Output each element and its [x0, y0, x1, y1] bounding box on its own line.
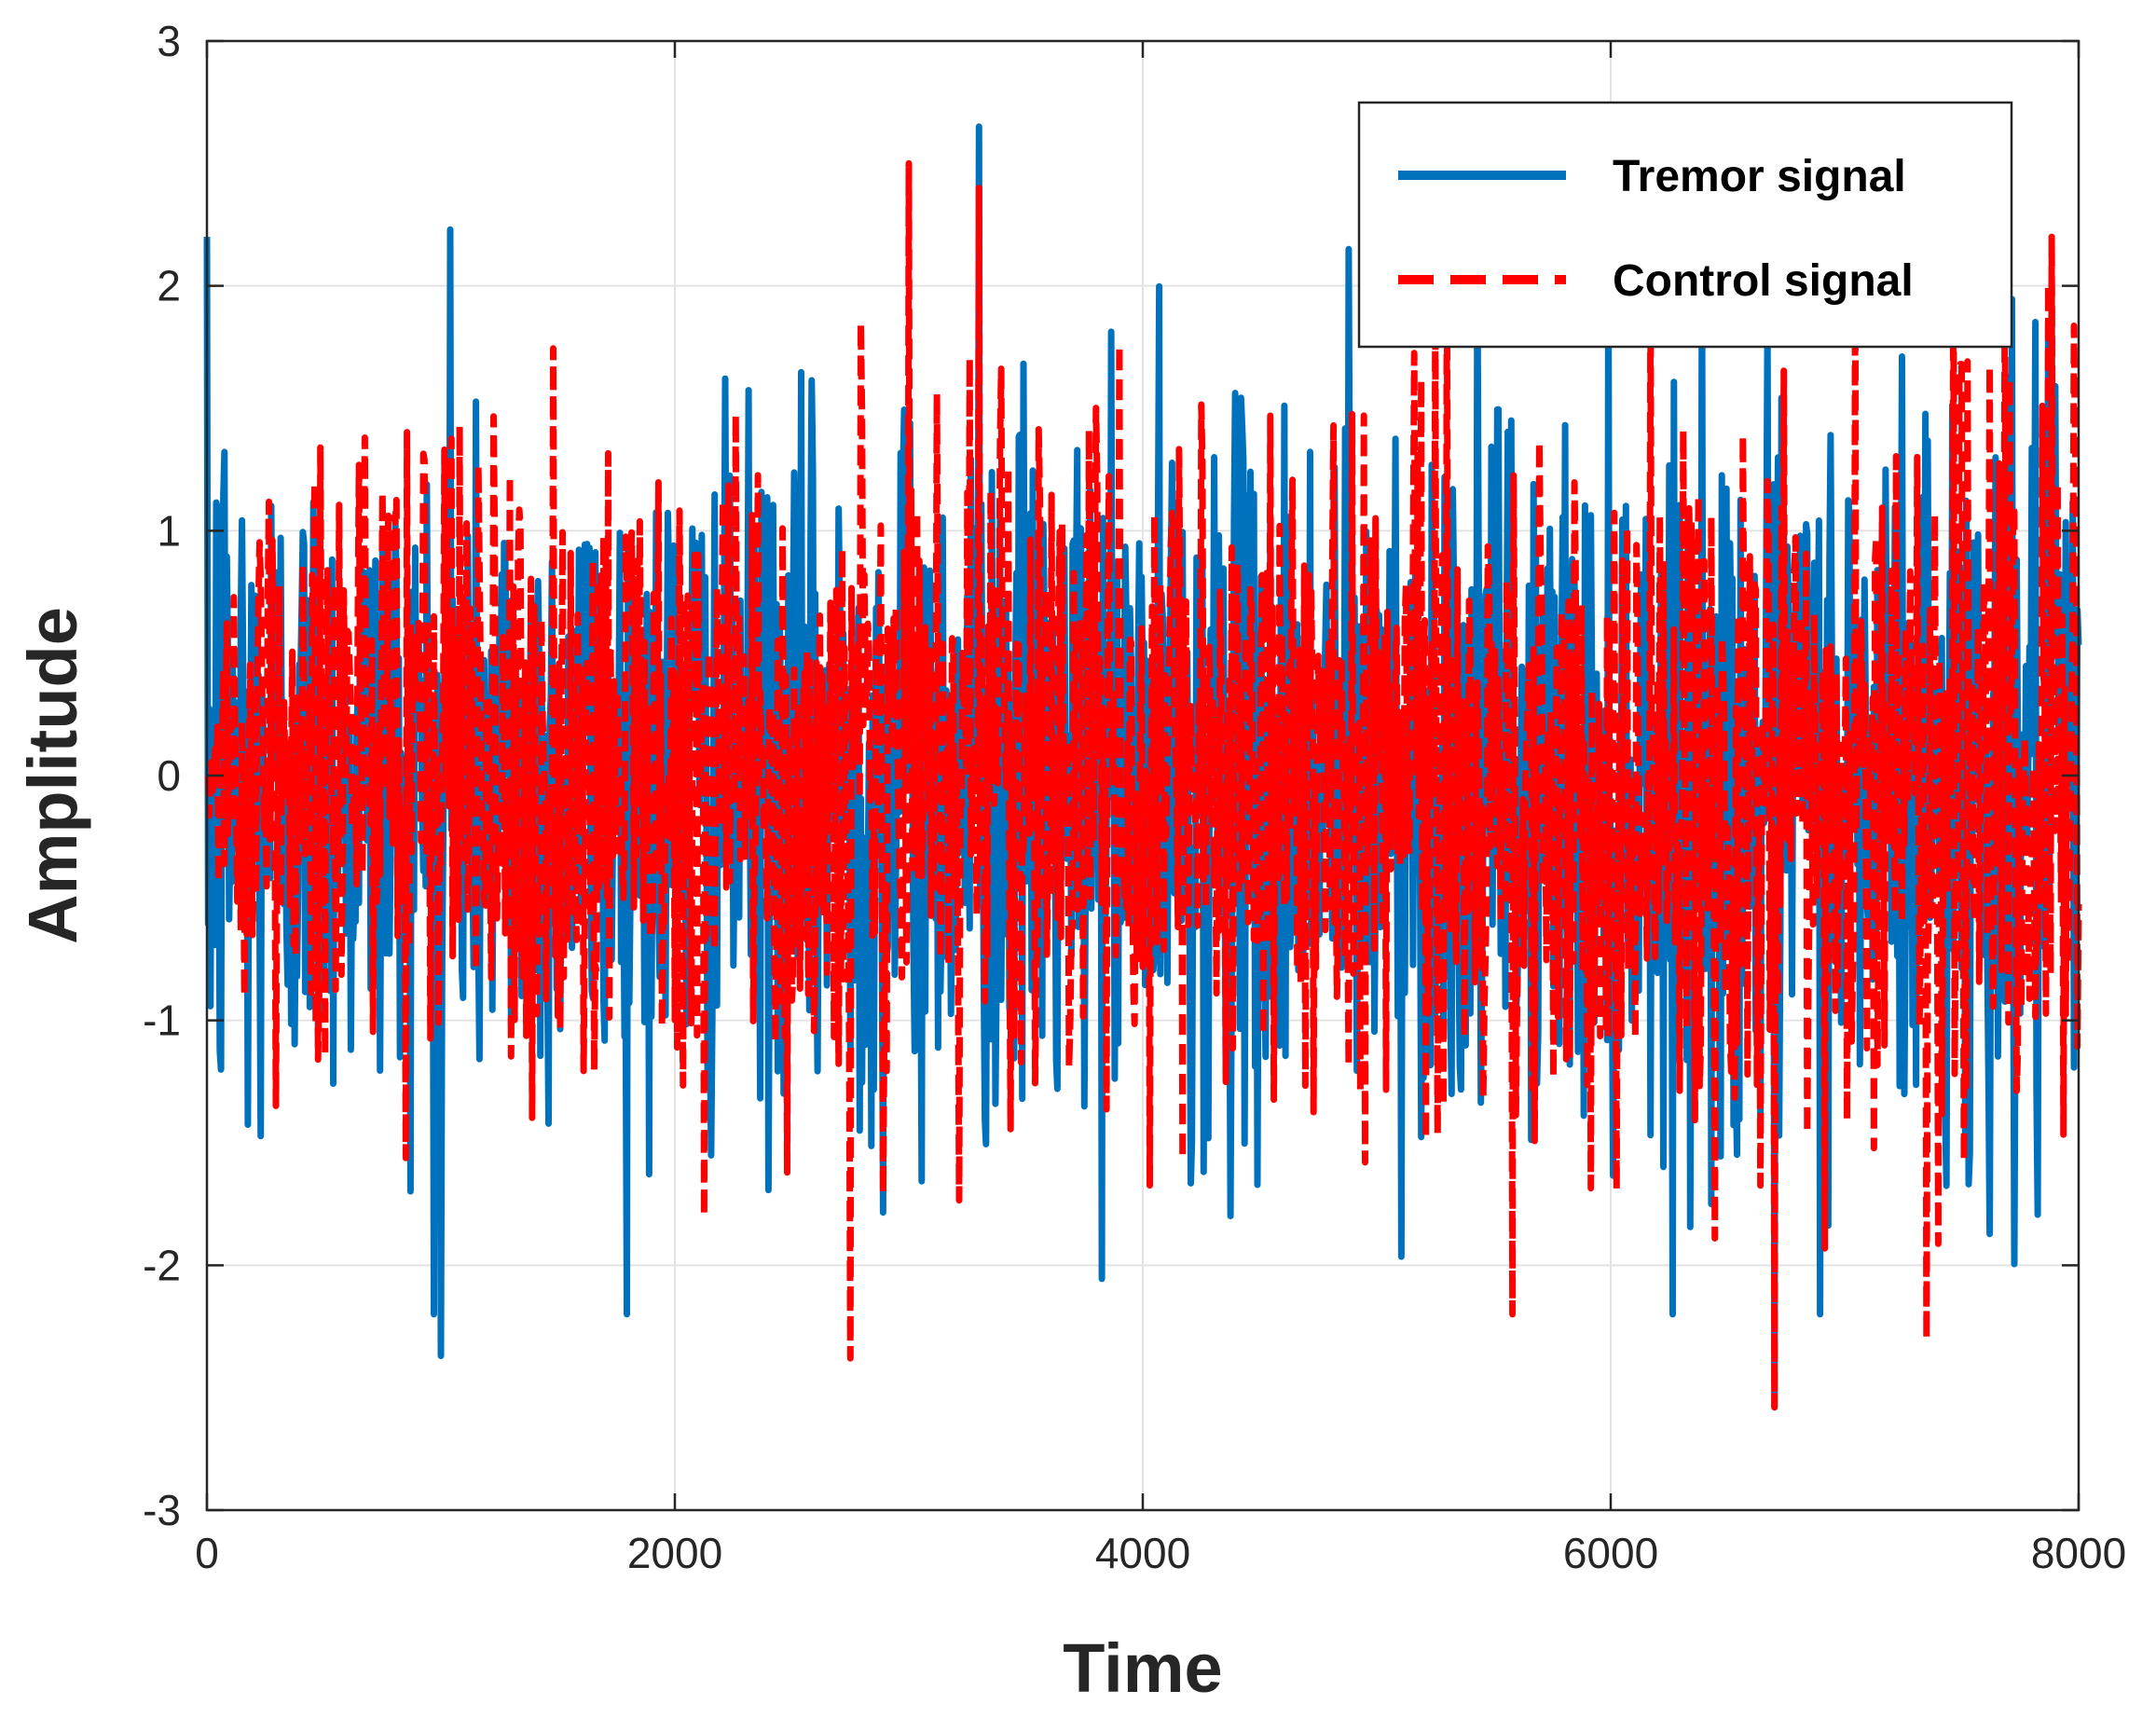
x-tick-label: 0	[195, 1529, 219, 1577]
y-tick-label: -1	[143, 996, 181, 1045]
x-tick-label: 8000	[2031, 1529, 2126, 1577]
axis-ticks	[205, 39, 2080, 1512]
y-tick-label: 0	[157, 751, 181, 800]
series-layer	[203, 123, 2082, 1411]
x-tick-label: 2000	[627, 1529, 722, 1577]
y-tick-label: 1	[157, 506, 181, 555]
y-tick-label: -2	[143, 1241, 181, 1289]
axis-tick-labels: 0 2000 4000 6000 8000 -3 -2 -1 0 1 2 3	[143, 17, 2126, 1577]
x-tick-label: 4000	[1095, 1529, 1190, 1577]
y-axis-title: Amplitude	[14, 607, 91, 944]
legend-box	[1357, 101, 2013, 349]
y-tick-label: 3	[157, 17, 181, 65]
y-tick-label: -3	[143, 1486, 181, 1534]
legend-label-tremor-signal: Tremor signal	[1613, 152, 1906, 201]
x-axis-title: Time	[1063, 1629, 1222, 1707]
y-tick-label: 2	[157, 262, 181, 310]
x-tick-label: 6000	[1563, 1529, 1658, 1577]
legend-label-control-signal: Control signal	[1613, 256, 1914, 306]
legend: Tremor signal Control signal	[1357, 101, 2013, 349]
series-line-control-signal	[204, 159, 2082, 1411]
